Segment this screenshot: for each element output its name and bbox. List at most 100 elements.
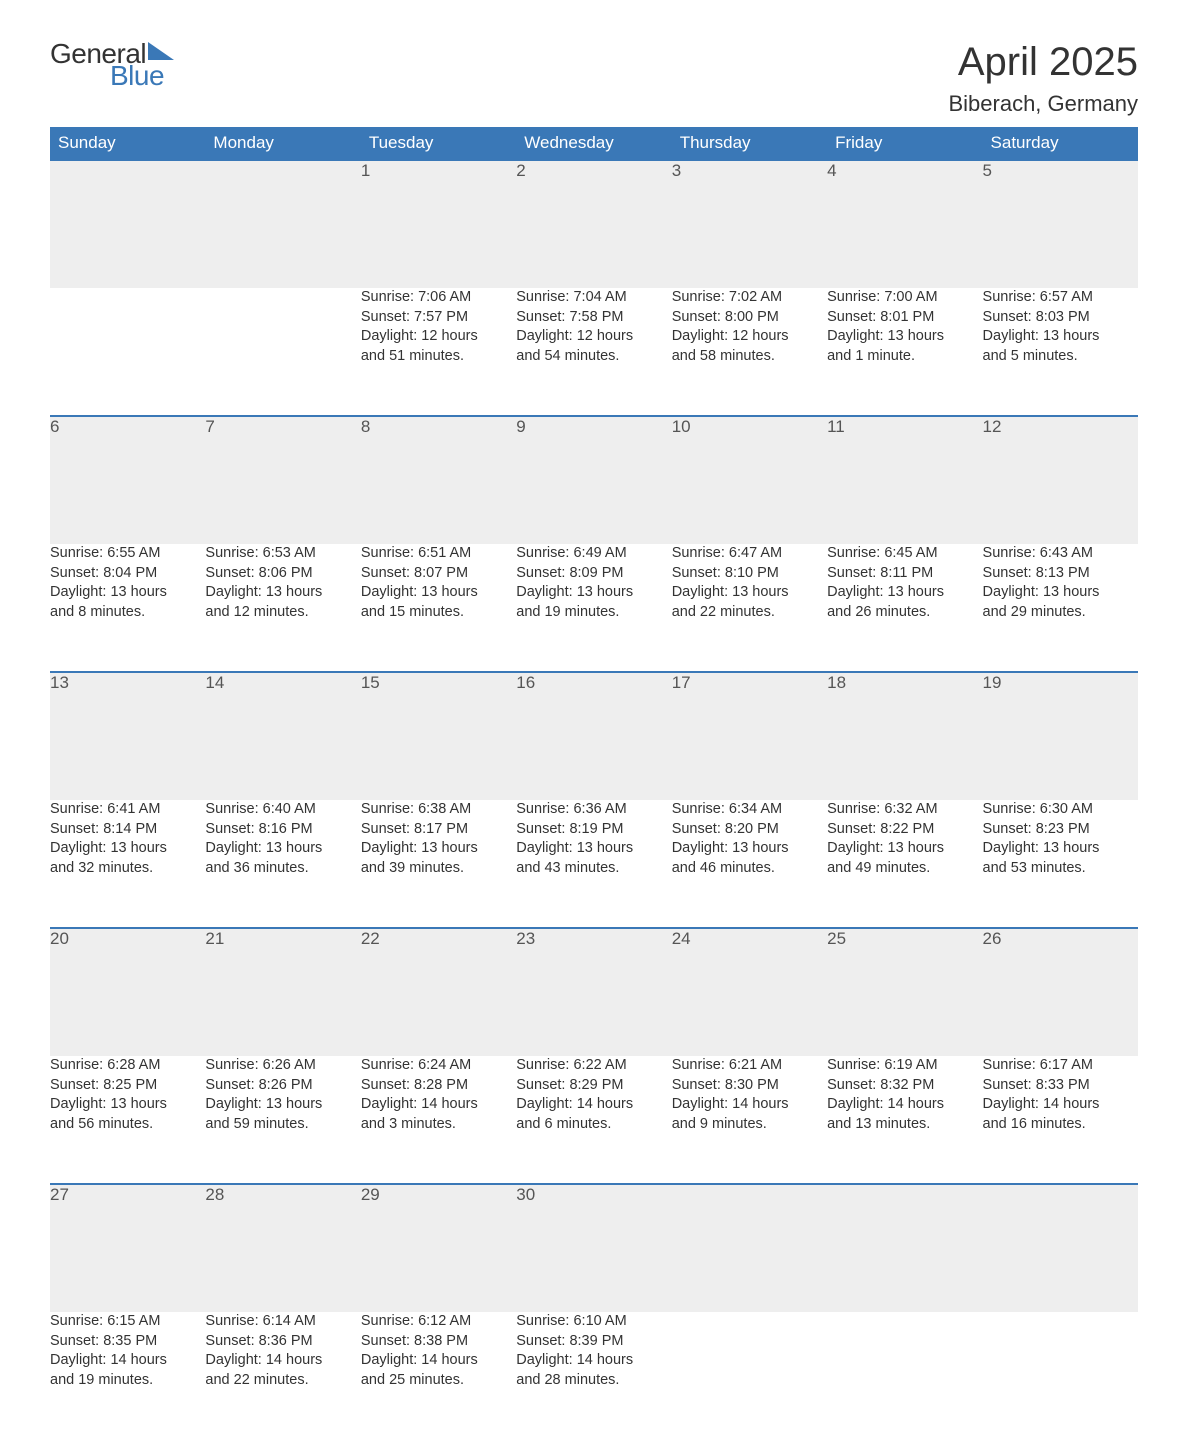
day-sr: Sunrise: 6:12 AM (361, 1312, 516, 1332)
day-ss: Sunset: 8:04 PM (50, 564, 205, 584)
day-d2: and 59 minutes. (205, 1115, 360, 1135)
day-d2: and 22 minutes. (205, 1371, 360, 1391)
day-d1: Daylight: 14 hours (983, 1095, 1138, 1115)
day-d2: and 53 minutes. (983, 859, 1138, 879)
day-ss: Sunset: 8:17 PM (361, 820, 516, 840)
day-number: 28 (205, 1184, 360, 1312)
day-ss: Sunset: 8:00 PM (672, 308, 827, 328)
day-cell: Sunrise: 6:43 AMSunset: 8:13 PMDaylight:… (983, 544, 1138, 672)
day-d1: Daylight: 13 hours (516, 583, 671, 603)
day-ss: Sunset: 8:26 PM (205, 1076, 360, 1096)
day-cell: Sunrise: 6:17 AMSunset: 8:33 PMDaylight:… (983, 1056, 1138, 1184)
day-ss: Sunset: 8:23 PM (983, 820, 1138, 840)
day-number: 6 (50, 416, 205, 544)
day-sr: Sunrise: 6:36 AM (516, 800, 671, 820)
day-d2: and 6 minutes. (516, 1115, 671, 1135)
day-d1: Daylight: 13 hours (50, 583, 205, 603)
day-sr: Sunrise: 6:57 AM (983, 288, 1138, 308)
day-number: 7 (205, 416, 360, 544)
day-number: 16 (516, 672, 671, 800)
day-d2: and 29 minutes. (983, 603, 1138, 623)
calendar-header-row: SundayMondayTuesdayWednesdayThursdayFrid… (50, 127, 1138, 160)
day-number: 19 (983, 672, 1138, 800)
day-d1: Daylight: 14 hours (672, 1095, 827, 1115)
day-cell: Sunrise: 6:40 AMSunset: 8:16 PMDaylight:… (205, 800, 360, 928)
day-number: 2 (516, 160, 671, 288)
day-sr: Sunrise: 6:21 AM (672, 1056, 827, 1076)
day-sr: Sunrise: 6:24 AM (361, 1056, 516, 1076)
day-ss: Sunset: 7:57 PM (361, 308, 516, 328)
day-sr: Sunrise: 6:41 AM (50, 800, 205, 820)
day-number: 11 (827, 416, 982, 544)
day-ss: Sunset: 8:22 PM (827, 820, 982, 840)
location-label: Biberach, Germany (948, 91, 1138, 117)
day-sr: Sunrise: 6:30 AM (983, 800, 1138, 820)
day-number: 22 (361, 928, 516, 1056)
day-cell: Sunrise: 6:41 AMSunset: 8:14 PMDaylight:… (50, 800, 205, 928)
day-cell: Sunrise: 7:04 AMSunset: 7:58 PMDaylight:… (516, 288, 671, 416)
day-cell: Sunrise: 6:34 AMSunset: 8:20 PMDaylight:… (672, 800, 827, 928)
day-d1: Daylight: 13 hours (205, 1095, 360, 1115)
day-ss: Sunset: 8:01 PM (827, 308, 982, 328)
day-ss: Sunset: 8:10 PM (672, 564, 827, 584)
header: General Blue April 2025 Biberach, German… (50, 40, 1138, 117)
day-cell: Sunrise: 7:06 AMSunset: 7:57 PMDaylight:… (361, 288, 516, 416)
day-d1: Daylight: 13 hours (205, 583, 360, 603)
day-number: 12 (983, 416, 1138, 544)
day-sr: Sunrise: 6:49 AM (516, 544, 671, 564)
day-number: 13 (50, 672, 205, 800)
day-ss: Sunset: 8:16 PM (205, 820, 360, 840)
weekday-header: Friday (827, 127, 982, 160)
day-d1: Daylight: 13 hours (205, 839, 360, 859)
empty-day-cell (205, 288, 360, 416)
weekday-header: Thursday (672, 127, 827, 160)
day-ss: Sunset: 8:38 PM (361, 1332, 516, 1352)
day-d2: and 5 minutes. (983, 347, 1138, 367)
day-d1: Daylight: 13 hours (361, 839, 516, 859)
day-d2: and 28 minutes. (516, 1371, 671, 1391)
day-d2: and 22 minutes. (672, 603, 827, 623)
day-number: 27 (50, 1184, 205, 1312)
title-block: April 2025 Biberach, Germany (948, 40, 1138, 117)
day-ss: Sunset: 8:06 PM (205, 564, 360, 584)
day-d2: and 19 minutes. (50, 1371, 205, 1391)
week-data-row: Sunrise: 6:55 AMSunset: 8:04 PMDaylight:… (50, 544, 1138, 672)
day-d2: and 43 minutes. (516, 859, 671, 879)
day-number: 15 (361, 672, 516, 800)
day-d2: and 19 minutes. (516, 603, 671, 623)
day-d1: Daylight: 14 hours (205, 1351, 360, 1371)
day-d2: and 3 minutes. (361, 1115, 516, 1135)
day-ss: Sunset: 8:09 PM (516, 564, 671, 584)
day-cell: Sunrise: 6:21 AMSunset: 8:30 PMDaylight:… (672, 1056, 827, 1184)
day-cell: Sunrise: 6:38 AMSunset: 8:17 PMDaylight:… (361, 800, 516, 928)
day-d2: and 25 minutes. (361, 1371, 516, 1391)
week-daynum-row: 13141516171819 (50, 672, 1138, 800)
day-d2: and 1 minute. (827, 347, 982, 367)
day-number: 26 (983, 928, 1138, 1056)
day-sr: Sunrise: 6:28 AM (50, 1056, 205, 1076)
day-ss: Sunset: 8:28 PM (361, 1076, 516, 1096)
day-d1: Daylight: 13 hours (827, 583, 982, 603)
day-sr: Sunrise: 6:55 AM (50, 544, 205, 564)
day-ss: Sunset: 8:39 PM (516, 1332, 671, 1352)
day-sr: Sunrise: 6:10 AM (516, 1312, 671, 1332)
day-d2: and 58 minutes. (672, 347, 827, 367)
day-d1: Daylight: 14 hours (827, 1095, 982, 1115)
empty-day-number (205, 160, 360, 288)
day-number: 8 (361, 416, 516, 544)
empty-day-cell (983, 1312, 1138, 1440)
week-data-row: Sunrise: 6:41 AMSunset: 8:14 PMDaylight:… (50, 800, 1138, 928)
day-ss: Sunset: 8:33 PM (983, 1076, 1138, 1096)
day-ss: Sunset: 8:29 PM (516, 1076, 671, 1096)
day-cell: Sunrise: 6:57 AMSunset: 8:03 PMDaylight:… (983, 288, 1138, 416)
weekday-header: Monday (205, 127, 360, 160)
weekday-header: Sunday (50, 127, 205, 160)
day-cell: Sunrise: 6:26 AMSunset: 8:26 PMDaylight:… (205, 1056, 360, 1184)
day-cell: Sunrise: 6:14 AMSunset: 8:36 PMDaylight:… (205, 1312, 360, 1440)
week-daynum-row: 27282930 (50, 1184, 1138, 1312)
day-d1: Daylight: 14 hours (516, 1095, 671, 1115)
day-cell: Sunrise: 6:12 AMSunset: 8:38 PMDaylight:… (361, 1312, 516, 1440)
day-d2: and 39 minutes. (361, 859, 516, 879)
day-d1: Daylight: 12 hours (672, 327, 827, 347)
day-d2: and 54 minutes. (516, 347, 671, 367)
